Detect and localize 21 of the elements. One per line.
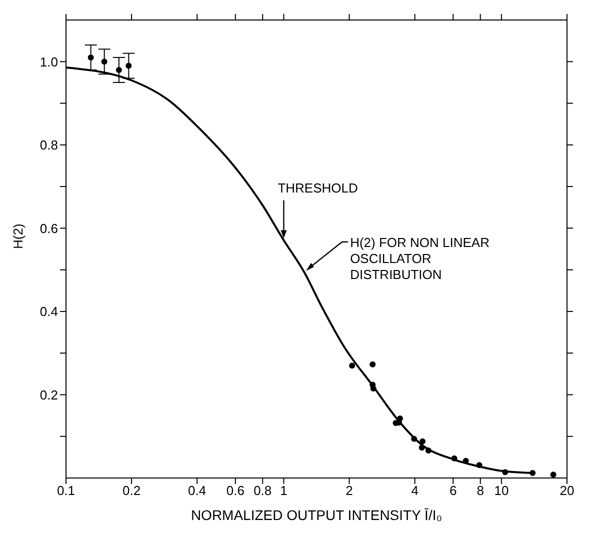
x-tick-label: 0.1	[56, 483, 76, 498]
y-tick-label: 0.4	[40, 304, 58, 320]
y-tick-label: 0.8	[40, 138, 58, 153]
annotation: H(2) FOR NON LINEAR OSCILLATOR DISTRIBUTION	[350, 234, 490, 282]
y-axis-title: H(2)	[10, 224, 26, 249]
x-tick-label: 20	[560, 483, 574, 498]
annotation: THRESHOLD	[278, 180, 358, 196]
x-tick-label: 0.8	[254, 483, 272, 498]
y-tick-label: 0.2	[40, 387, 58, 402]
x-tick-label: 8	[476, 483, 484, 498]
y-tick-label: 1.0	[40, 54, 58, 70]
x-tick-label: 0.4	[188, 483, 206, 498]
x-tick-label: 4	[411, 483, 418, 498]
x-tick-label: 6	[450, 483, 457, 498]
x-tick-label: 0.2	[122, 483, 141, 498]
x-tick-label: 2	[346, 483, 353, 498]
x-tick-label: 0.6	[226, 483, 244, 498]
y-tick-label: 0.6	[40, 220, 58, 236]
x-tick-label: 10	[494, 483, 509, 498]
x-tick-label: 1	[280, 483, 288, 498]
x-axis-title: NORMALIZED OUTPUT INTENSITY Ī/I₀	[190, 507, 442, 523]
